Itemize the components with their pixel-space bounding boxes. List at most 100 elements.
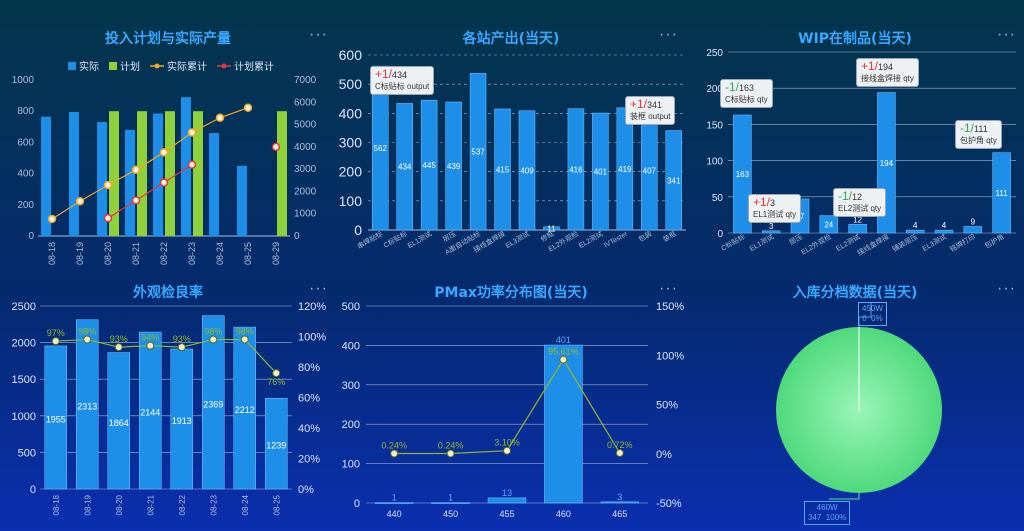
data-label: 1864 <box>109 418 129 428</box>
bar-actual <box>181 97 191 236</box>
legend-swatch <box>109 62 117 70</box>
pie-label-450w: 450W 0 0% <box>858 302 887 326</box>
tooltip-total: 163 <box>739 83 755 93</box>
y2-tick-label: 120% <box>298 301 326 313</box>
more-menu-icon[interactable]: ··· <box>997 280 1016 297</box>
data-label: 1955 <box>46 414 66 424</box>
tooltip-delta: -1/ <box>838 189 853 203</box>
x-tick-label: 465 <box>612 509 627 519</box>
data-label: 537 <box>471 148 485 157</box>
x-tick-label: 440 <box>387 509 402 519</box>
y-tick-label: 800 <box>17 106 34 117</box>
data-label: 4 <box>942 221 947 230</box>
legend-marker <box>221 63 227 69</box>
tooltip-label: EL1测试 qty <box>753 210 797 219</box>
more-menu-icon[interactable]: ··· <box>659 26 678 43</box>
y2-tick-label: 3000 <box>294 164 317 175</box>
yield-label: 97% <box>47 328 65 338</box>
yield-point <box>240 335 249 344</box>
y2-tick-label: 60% <box>298 393 320 405</box>
y-tick-label: 1500 <box>12 374 36 386</box>
series-point <box>159 178 169 187</box>
data-label: 3 <box>769 222 774 231</box>
bar <box>543 226 560 231</box>
yield-point <box>114 343 123 352</box>
bar <box>445 101 462 231</box>
yield-label: 98% <box>236 327 254 337</box>
y-tick-label: 200 <box>17 200 34 211</box>
tooltip-total: 341 <box>647 100 663 110</box>
bar-plan <box>165 111 175 236</box>
more-menu-icon[interactable]: ··· <box>309 26 328 43</box>
legend-label: 计划 <box>120 60 140 73</box>
more-menu-icon[interactable]: ··· <box>309 280 328 297</box>
pie-label-460w: 460W 347 100% <box>804 501 851 525</box>
tooltip-label: 装框 output <box>630 112 671 121</box>
tooltip-corner-qty: -1/111 包护角 qty <box>955 120 1002 149</box>
series-point <box>47 214 57 224</box>
x-tick-label: C标贴标 <box>382 229 409 250</box>
x-tick-label: 铭牌打印 <box>948 232 977 254</box>
legend-marker <box>154 63 160 69</box>
tooltip-delta: +1/ <box>753 195 771 209</box>
y2-tick-label: 20% <box>298 454 320 466</box>
data-label: 13 <box>502 488 512 498</box>
yield-point <box>83 335 92 344</box>
data-label: 9 <box>971 217 976 226</box>
y2-tick-label: 1000 <box>294 209 317 220</box>
x-tick-label: 455 <box>499 509 514 519</box>
series-point <box>75 196 85 206</box>
panel-input-plan: 投入计划与实际产量 ··· 0 200 400 600 800 1000 0 1000 2000… <box>0 26 336 278</box>
chart-wip: 050100150200250163C标贴标3EL1测试47层压24EL2外观检… <box>706 48 1016 257</box>
more-menu-icon[interactable]: ··· <box>997 26 1016 43</box>
bar <box>431 502 470 504</box>
share-label: 3.10% <box>494 438 520 448</box>
y2-tick-label: 0 <box>294 231 300 242</box>
tooltip-label: C标贴标 qty <box>725 95 768 104</box>
data-label: 24 <box>824 220 833 229</box>
data-label: 407 <box>643 167 657 176</box>
x-tick-label: 08-20 <box>115 494 124 515</box>
bar <box>848 224 867 234</box>
bar <box>487 497 527 504</box>
tooltip-junction-qty: +1/194 接线盒焊接 qty <box>856 58 919 87</box>
y2-tick-label: -50% <box>656 498 682 510</box>
data-label: 111 <box>996 189 1009 198</box>
data-label: 4 <box>913 221 918 230</box>
y-tick-label: 0 <box>354 498 360 510</box>
tooltip-el2-qty: -1/12 EL2测试 qty <box>833 188 887 217</box>
data-label: 341 <box>667 176 681 185</box>
chart-pmax-distribution: 0 100 200 300 400 500 -50% 0% 50% 100% 150% 1 440 1 45… <box>342 301 685 519</box>
x-tick-label: 08-23 <box>187 242 197 265</box>
bar <box>76 319 99 490</box>
y-tick-label: 600 <box>17 137 34 148</box>
y2-tick-label: 7000 <box>294 75 317 86</box>
series-point <box>187 160 197 169</box>
tooltip-label: EL2测试 qty <box>838 204 882 213</box>
x-tick-label: 铺装层压 <box>890 232 919 254</box>
x-tick-label: 08-29 <box>271 242 281 265</box>
legend-label: 实际累计 <box>167 60 207 73</box>
data-label: 409 <box>520 166 534 175</box>
share-label: 95.61% <box>548 347 579 357</box>
panel-title: 入库分档数据(当天) <box>792 285 918 301</box>
pie-label-name: 450W <box>862 304 883 313</box>
y2-tick-label: 6000 <box>294 97 317 108</box>
panel-title: PMax功率分布图(当天) <box>434 285 588 301</box>
bar <box>374 502 414 504</box>
y2-tick-label: 40% <box>298 423 320 435</box>
bar <box>761 230 781 234</box>
y-tick-label: 300 <box>342 380 360 392</box>
data-label: 1913 <box>172 416 192 426</box>
tooltip-label: 包护角 qty <box>960 136 997 145</box>
bar-actual <box>153 113 163 236</box>
pie-label-name: 460W <box>816 503 838 512</box>
x-tick-label: 08-18 <box>52 494 61 515</box>
data-label: 1239 <box>266 441 286 451</box>
y2-tick-label: 0% <box>656 449 672 461</box>
data-label: 562 <box>374 144 388 153</box>
bar-actual <box>41 116 51 236</box>
yield-point <box>177 343 186 352</box>
bar <box>544 344 583 504</box>
more-menu-icon[interactable]: ··· <box>659 280 678 297</box>
